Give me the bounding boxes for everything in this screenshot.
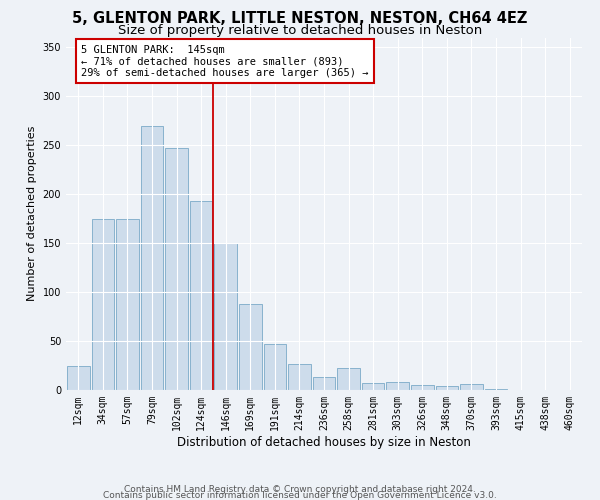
Bar: [288, 364, 311, 390]
Y-axis label: Number of detached properties: Number of detached properties: [27, 126, 37, 302]
X-axis label: Distribution of detached houses by size in Neston: Distribution of detached houses by size …: [177, 436, 471, 448]
Bar: [362, 383, 385, 390]
Bar: [140, 126, 163, 390]
Bar: [386, 382, 409, 390]
Bar: [116, 218, 139, 390]
Bar: [436, 386, 458, 390]
Text: Contains public sector information licensed under the Open Government Licence v3: Contains public sector information licen…: [103, 490, 497, 500]
Bar: [263, 344, 286, 390]
Bar: [190, 201, 212, 390]
Text: Size of property relative to detached houses in Neston: Size of property relative to detached ho…: [118, 24, 482, 37]
Bar: [92, 218, 114, 390]
Bar: [214, 243, 237, 390]
Bar: [67, 366, 89, 390]
Bar: [337, 368, 360, 390]
Bar: [313, 378, 335, 390]
Text: 5, GLENTON PARK, LITTLE NESTON, NESTON, CH64 4EZ: 5, GLENTON PARK, LITTLE NESTON, NESTON, …: [73, 11, 527, 26]
Bar: [239, 304, 262, 390]
Bar: [485, 389, 508, 390]
Text: 5 GLENTON PARK:  145sqm
← 71% of detached houses are smaller (893)
29% of semi-d: 5 GLENTON PARK: 145sqm ← 71% of detached…: [82, 44, 369, 78]
Bar: [165, 148, 188, 390]
Bar: [411, 385, 434, 390]
Bar: [460, 384, 483, 390]
Text: Contains HM Land Registry data © Crown copyright and database right 2024.: Contains HM Land Registry data © Crown c…: [124, 484, 476, 494]
